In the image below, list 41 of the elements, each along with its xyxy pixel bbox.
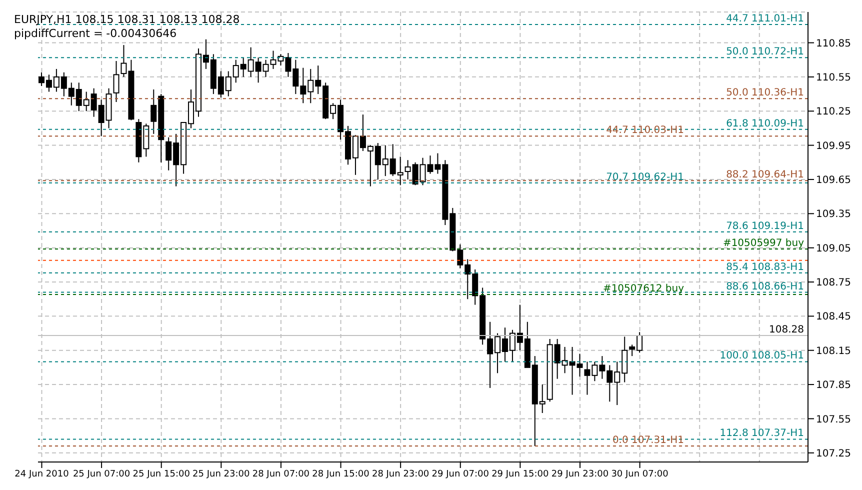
ref-line-label: 88.6 108.66-H1 (726, 281, 804, 292)
x-tick-label: 28 Jun 15:00 (312, 469, 370, 480)
ref-line-label: 44.7 110.03-H1 (606, 125, 684, 136)
ref-line-label: 50.0 110.72-H1 (726, 46, 804, 58)
y-tick-label: 108.45 (816, 312, 851, 323)
x-tick-label: 29 Jun 15:00 (492, 469, 550, 480)
ref-line-label: 85.4 108.83-H1 (726, 262, 804, 273)
y-tick-label: 109.35 (816, 209, 851, 220)
x-tick-label: 29 Jun 07:00 (432, 469, 490, 480)
ref-line-label: 88.2 109.64-H1 (726, 170, 804, 181)
x-tick-label: 24 Jun 2010 (14, 469, 70, 480)
x-tick-label: 25 Jun 07:00 (72, 469, 130, 480)
chart-title: EURJPY,H1 108.15 108.31 108.13 108.28 (14, 13, 240, 27)
ref-line-label: 44.7 111.01-H1 (726, 14, 804, 25)
ref-line-label: 100.0 108.05-H1 (720, 350, 804, 362)
x-tick-label: 28 Jun 07:00 (252, 469, 310, 480)
annotation: pipdiffCurrent = -0.00430646 (14, 27, 178, 41)
ref-line-label: #10505997 buy (722, 238, 804, 249)
y-tick-label: 110.55 (816, 72, 851, 84)
y-tick-label: 109.65 (816, 175, 851, 186)
y-tick-label: 107.55 (816, 414, 851, 426)
x-tick-label: 25 Jun 15:00 (132, 469, 190, 480)
ref-line-label: 78.6 109.19-H1 (726, 220, 804, 232)
y-tick-label: 110.25 (816, 106, 851, 118)
ref-line-label: 50.0 110.36-H1 (726, 88, 804, 99)
ref-line-label: 108.28 (769, 324, 804, 336)
ref-line-label: 112.8 107.37-H1 (720, 428, 804, 440)
ref-line-label: 61.8 110.09-H1 (726, 118, 804, 130)
y-tick-label: 108.75 (816, 278, 851, 289)
x-tick-label: 30 Jun 07:00 (611, 469, 669, 480)
y-tick-label: 107.85 (816, 380, 851, 392)
y-tick-label: 110.85 (816, 38, 851, 50)
x-tick-label: 25 Jun 23:00 (192, 469, 250, 480)
x-tick-label: 29 Jun 23:00 (551, 469, 609, 480)
y-tick-label: 108.15 (816, 346, 851, 357)
y-tick-label: 109.05 (816, 243, 851, 254)
x-tick-label: 28 Jun 23:00 (372, 469, 430, 480)
ref-line-label: #10507612 buy (602, 284, 684, 295)
y-tick-label: 107.25 (816, 448, 851, 460)
ref-line-label: 70.7 109.62-H1 (606, 172, 684, 183)
y-tick-label: 109.95 (816, 140, 851, 152)
